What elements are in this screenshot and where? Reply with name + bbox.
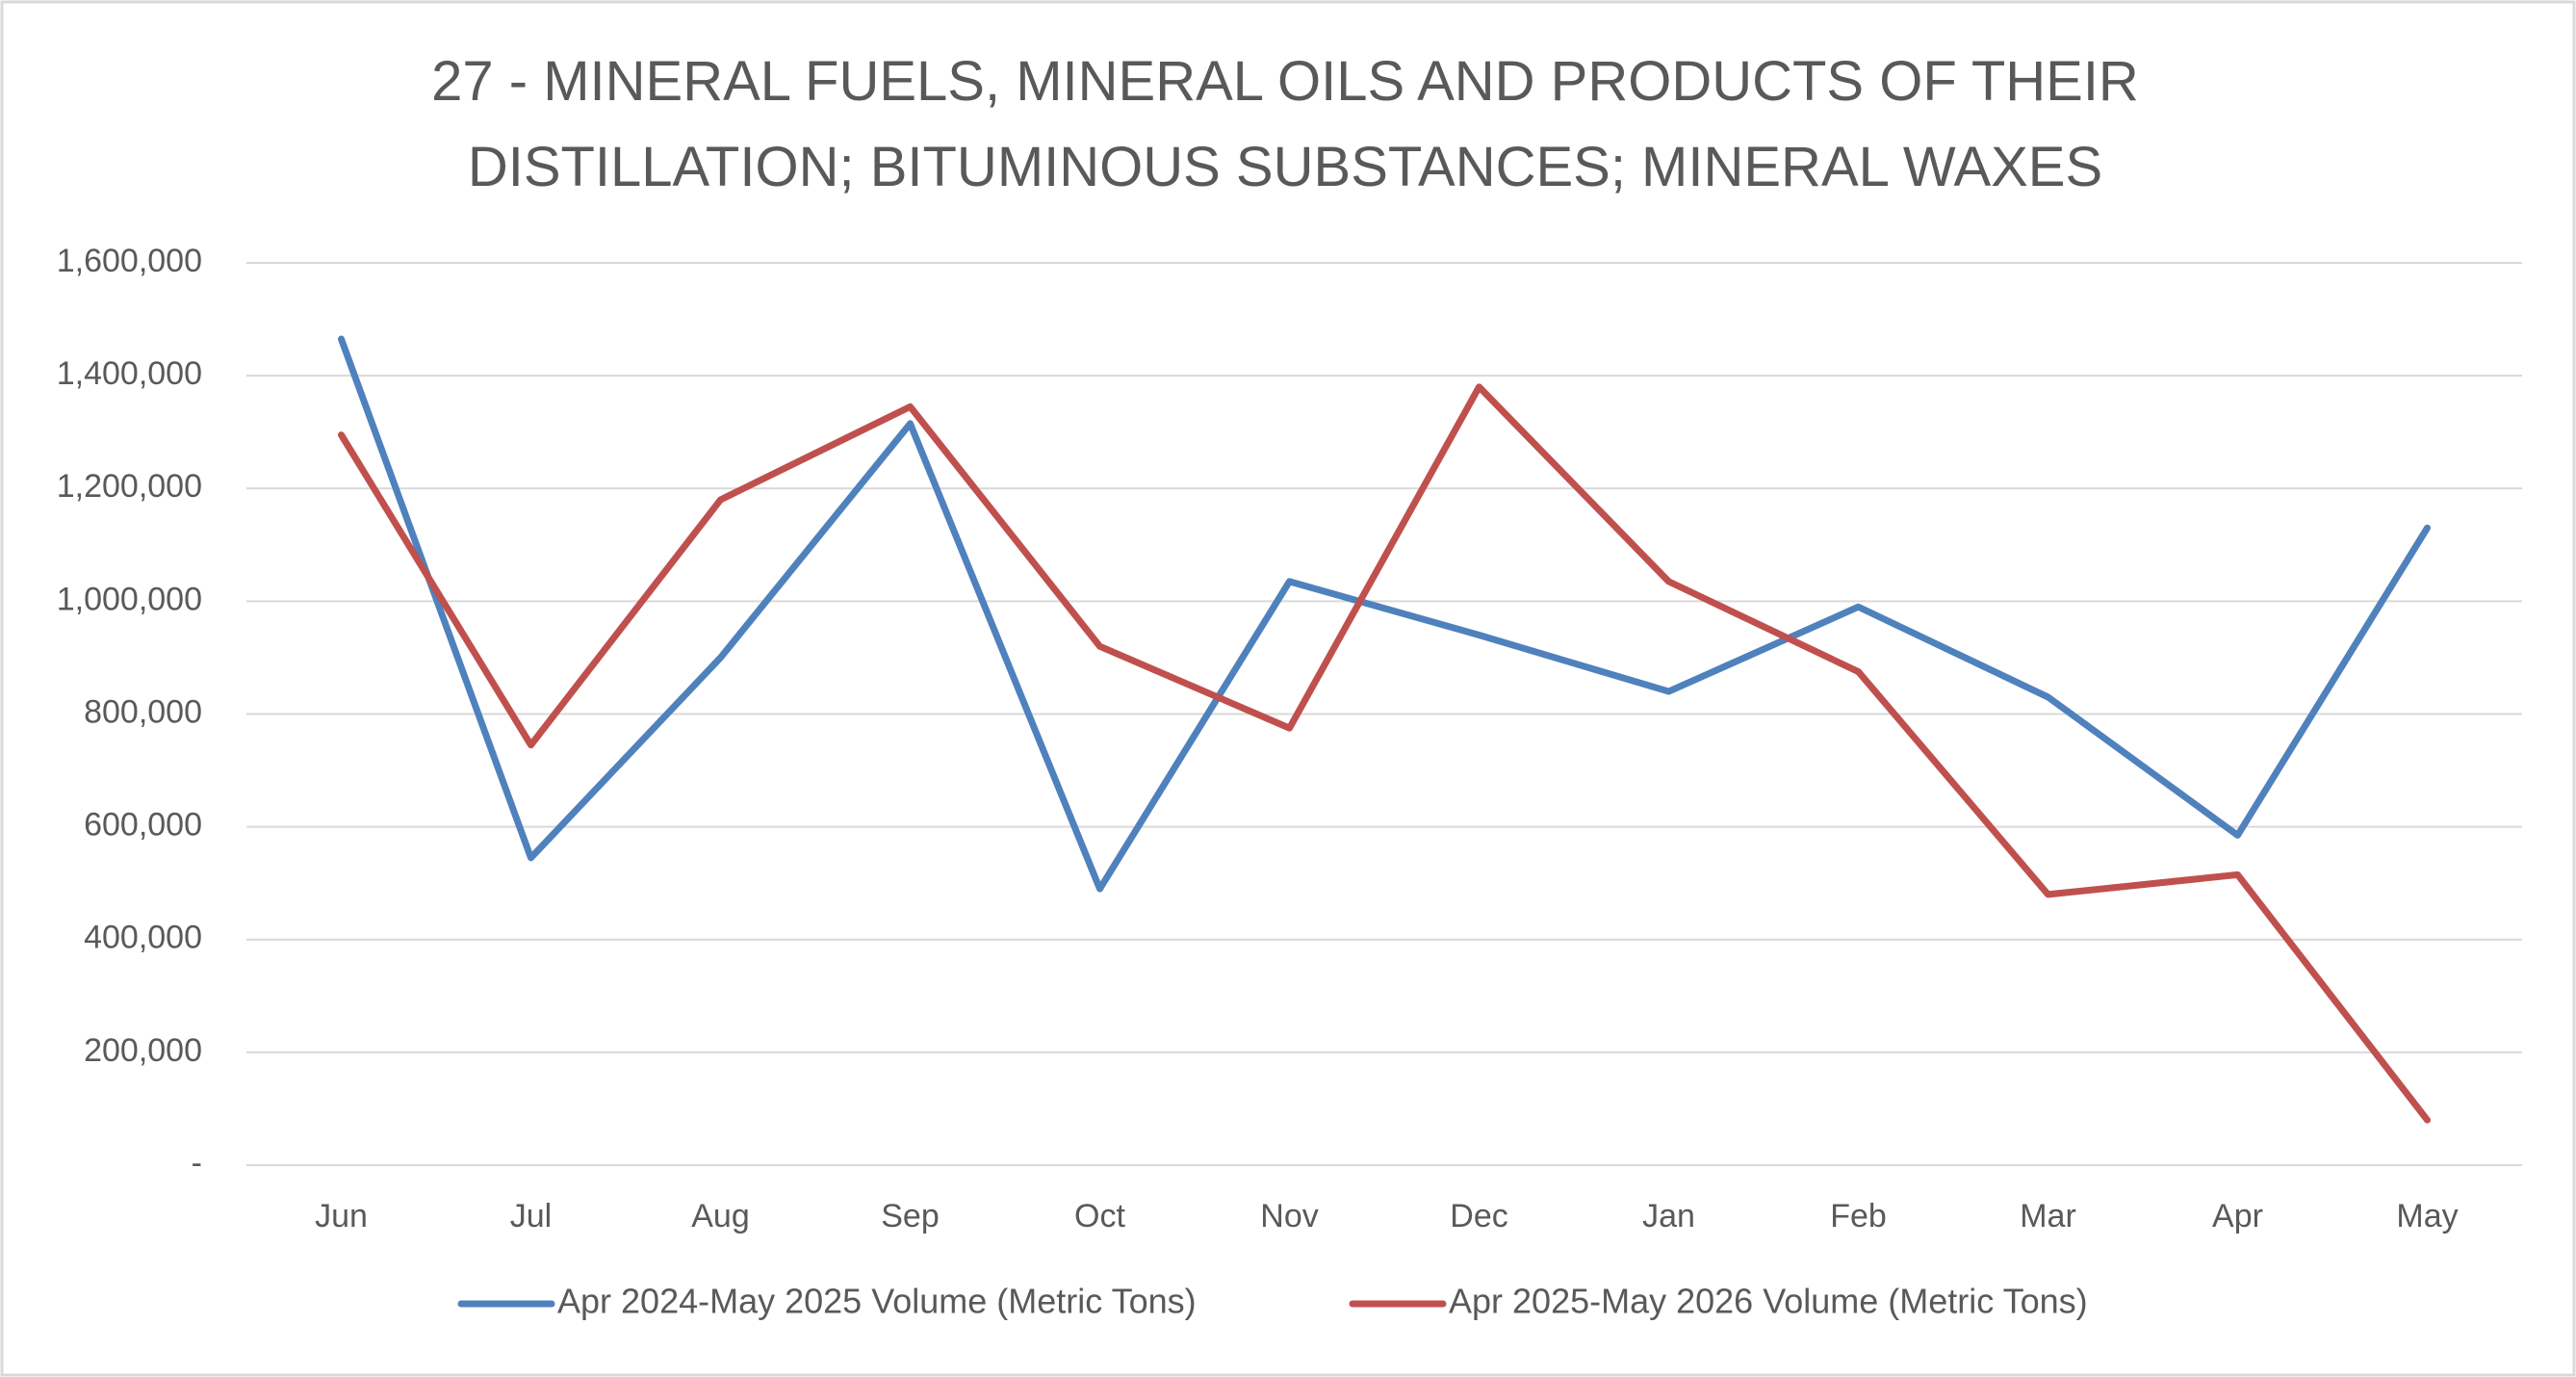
y-tick-label: 400,000 — [84, 920, 202, 956]
y-tick-label: 1,600,000 — [57, 243, 202, 279]
x-tick-label: Sep — [881, 1198, 940, 1234]
y-tick-label: 800,000 — [84, 693, 202, 730]
x-tick-label: Jun — [315, 1198, 368, 1234]
legend-label: Apr 2025-May 2026 Volume (Metric Tons) — [1449, 1282, 2088, 1321]
y-tick-label: 1,200,000 — [57, 468, 202, 505]
x-tick-label: Aug — [691, 1198, 750, 1234]
series-line — [338, 383, 2431, 1124]
x-tick-label: Oct — [1074, 1198, 1125, 1234]
x-tick-label: Jan — [1642, 1198, 1695, 1234]
y-tick-label: - — [192, 1145, 202, 1182]
chart-title: 27 - MINERAL FUELS, MINERAL OILS AND PRO… — [431, 50, 2139, 198]
x-tick-label: Nov — [1260, 1198, 1318, 1234]
y-tick-label: 1,000,000 — [57, 581, 202, 617]
x-tick-label: Feb — [1830, 1198, 1887, 1234]
y-tick-label: 200,000 — [84, 1032, 202, 1069]
x-tick-label: Mar — [2020, 1198, 2076, 1234]
x-tick-label: Dec — [1450, 1198, 1507, 1234]
series-line — [338, 335, 2431, 893]
x-tick-label: Jul — [510, 1198, 552, 1234]
y-tick-label: 1,400,000 — [57, 355, 202, 392]
x-tick-label: Apr — [2212, 1198, 2263, 1234]
x-tick-label: May — [2396, 1198, 2458, 1234]
y-tick-label: 600,000 — [84, 807, 202, 844]
legend-label: Apr 2024-May 2025 Volume (Metric Tons) — [557, 1282, 1197, 1321]
